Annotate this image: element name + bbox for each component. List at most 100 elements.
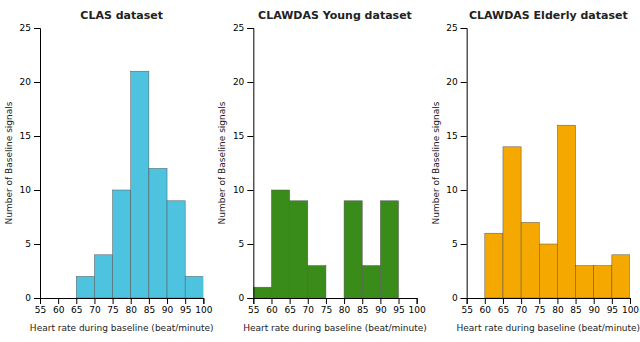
y-tick-label: 0 — [452, 293, 458, 303]
x-tick-mark — [113, 298, 114, 304]
bars — [485, 125, 630, 298]
x-tick-mark — [58, 298, 59, 304]
x-tick-label: 55 — [248, 305, 259, 315]
x-tick: 100 — [409, 298, 426, 315]
y-tick-label: 25 — [233, 23, 244, 33]
x-tick-mark — [271, 298, 272, 304]
x-tick-mark — [539, 298, 540, 304]
x-tick: 85 — [570, 298, 581, 315]
bar — [399, 298, 417, 299]
panel: 5560657075808590951000510152025CLAWDAS E… — [431, 9, 640, 333]
y-tick-mark — [34, 190, 40, 191]
x-tick: 60 — [53, 298, 65, 315]
bar — [326, 298, 344, 299]
bar — [521, 222, 539, 298]
x-tick-mark — [308, 298, 309, 304]
x-axis: 556065707580859095100 — [35, 298, 213, 315]
bar — [576, 266, 594, 298]
x-tick: 55 — [248, 298, 259, 315]
x-tick: 85 — [144, 298, 155, 315]
x-tick-label: 95 — [607, 305, 618, 315]
x-tick-label: 100 — [409, 305, 426, 315]
x-tick-mark — [185, 298, 186, 304]
bar — [94, 255, 112, 298]
x-tick-label: 90 — [588, 305, 600, 315]
y-tick-label: 10 — [233, 185, 245, 195]
x-tick: 60 — [266, 298, 278, 315]
y-tick: 10 — [233, 185, 253, 195]
x-tick: 65 — [284, 298, 295, 315]
bar — [76, 276, 94, 298]
y-axis-title: Number of Baseline signals — [4, 101, 14, 224]
x-tick: 70 — [89, 298, 101, 315]
y-tick-mark — [461, 136, 467, 137]
y-tick-label: 10 — [446, 185, 458, 195]
bar — [167, 201, 185, 298]
y-tick: 20 — [233, 77, 253, 87]
panel: 5560657075808590951000510152025CLAWDAS Y… — [217, 9, 426, 333]
y-tick-label: 20 — [446, 77, 458, 87]
x-tick-label: 100 — [195, 305, 212, 315]
x-tick-mark — [167, 298, 168, 304]
x-tick-label: 65 — [498, 305, 509, 315]
y-tick-label: 5 — [452, 239, 458, 249]
y-tick: 5 — [25, 239, 40, 249]
bar — [467, 298, 485, 299]
x-tick-label: 85 — [570, 305, 581, 315]
y-tick: 15 — [20, 131, 40, 141]
y-tick: 0 — [25, 293, 40, 303]
y-tick-mark — [34, 28, 40, 29]
bar — [113, 190, 131, 298]
x-tick-label: 65 — [284, 305, 295, 315]
y-tick-label: 20 — [233, 77, 245, 87]
y-axis-line — [34, 29, 41, 299]
panel: 5560657075808590951000510152025CLAS data… — [4, 9, 213, 333]
y-axis-title: Number of Baseline signals — [431, 101, 441, 224]
x-tick-label: 85 — [144, 305, 155, 315]
y-tick-label: 5 — [239, 239, 245, 249]
y-tick-mark — [247, 298, 253, 299]
y-tick-label: 20 — [20, 77, 32, 87]
x-tick-label: 60 — [480, 305, 492, 315]
x-tick-label: 75 — [321, 305, 332, 315]
x-tick-label: 55 — [35, 305, 46, 315]
x-tick: 65 — [71, 298, 82, 315]
x-tick-mark — [149, 298, 150, 304]
figure: 5560657075808590951000510152025CLAS data… — [0, 0, 640, 342]
x-tick: 75 — [321, 298, 332, 315]
y-tick-mark — [34, 298, 40, 299]
x-tick: 80 — [126, 298, 138, 315]
y-tick: 5 — [452, 239, 467, 249]
y-axis: 0510152025 — [233, 23, 254, 303]
y-axis: 0510152025 — [20, 23, 41, 303]
x-tick-mark — [594, 298, 595, 304]
bar — [557, 125, 575, 298]
bar — [149, 168, 167, 298]
x-tick: 95 — [607, 298, 618, 315]
x-axis-line — [467, 299, 630, 305]
x-tick: 100 — [195, 298, 212, 315]
y-tick: 0 — [239, 293, 254, 303]
title: CLAWDAS Young dataset — [258, 9, 412, 22]
bar — [185, 276, 203, 298]
bar — [539, 244, 557, 298]
x-tick-mark — [94, 298, 95, 304]
x-axis-line — [254, 299, 417, 305]
x-axis: 556065707580859095100 — [248, 298, 426, 315]
y-tick-label: 15 — [20, 131, 31, 141]
x-tick-mark — [576, 298, 577, 304]
bar — [58, 298, 76, 299]
y-axis-title: Number of Baseline signals — [217, 101, 227, 224]
y-tick-label: 25 — [20, 23, 31, 33]
y-tick-mark — [461, 244, 467, 245]
x-tick-mark — [417, 298, 418, 304]
x-tick-mark — [290, 298, 291, 304]
bar — [308, 266, 326, 298]
x-tick: 65 — [498, 298, 509, 315]
y-axis-line — [247, 29, 254, 299]
y-tick-mark — [247, 136, 253, 137]
y-tick-label: 15 — [446, 131, 457, 141]
x-tick: 70 — [303, 298, 315, 315]
y-tick-mark — [461, 28, 467, 29]
x-tick: 90 — [375, 298, 387, 315]
